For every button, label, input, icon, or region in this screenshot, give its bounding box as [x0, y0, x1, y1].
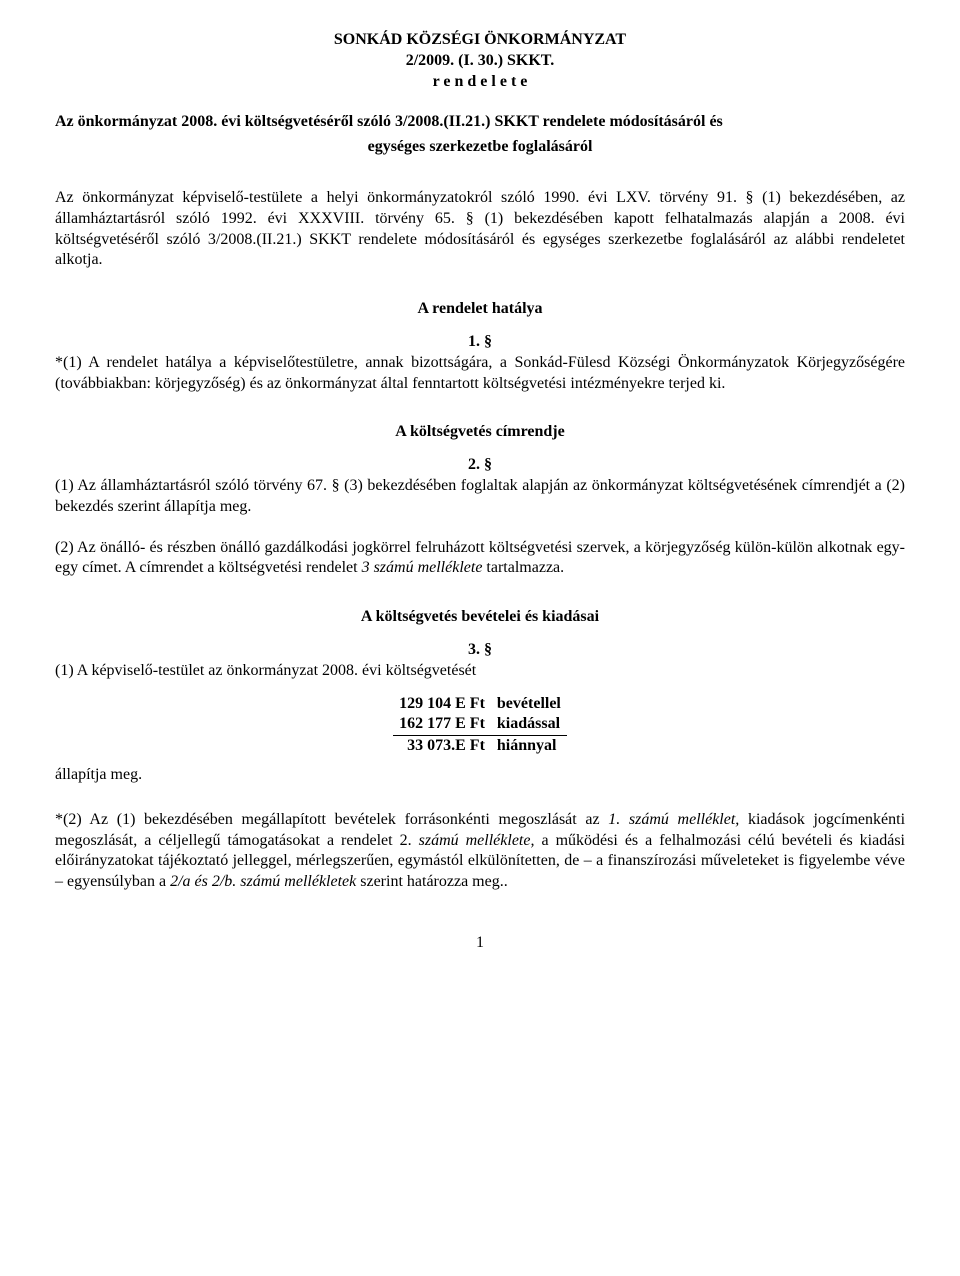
header-line2: 2/2009. (I. 30.) SKKT. [55, 51, 905, 72]
budget-row-expense: 162 177 E Ft kiadással [393, 714, 567, 735]
budget-revenue-amount: 129 104 E Ft [393, 694, 491, 715]
header-line1: SONKÁD KÖZSÉGI ÖNKORMÁNYZAT [55, 30, 905, 51]
section3-heading: A költségvetés bevételei és kiadásai [55, 607, 905, 628]
header-line3: r e n d e l e t e [55, 72, 905, 93]
section2-para1: (1) Az államháztartásról szóló törvény 6… [55, 476, 905, 518]
section3-para2-it1: 1. számú melléklet, [608, 811, 739, 828]
section2-para2-italic: 3 számú melléklete [362, 559, 483, 576]
section2-heading: A költségvetés címrendje [55, 422, 905, 443]
budget-expense-amount: 162 177 E Ft [393, 714, 491, 735]
section3-para2-a: *(2) Az (1) bekezdésében megállapított b… [55, 811, 608, 828]
budget-table: 129 104 E Ft bevétellel 162 177 E Ft kia… [393, 694, 567, 757]
section3-para2-d: szerint határozza meg.. [356, 873, 507, 890]
budget-expense-label: kiadással [491, 714, 567, 735]
section2-number: 2. § [55, 455, 905, 476]
section3-establishes: állapítja meg. [55, 765, 905, 786]
section1-heading: A rendelet hatálya [55, 299, 905, 320]
section3-number: 3. § [55, 640, 905, 661]
subtitle-line2: egységes szerkezetbe foglalásáról [55, 137, 905, 158]
section3-para2-it3: 2/a és 2/b. számú mellékletek [170, 873, 356, 890]
section1-number: 1. § [55, 332, 905, 353]
budget-row-revenue: 129 104 E Ft bevétellel [393, 694, 567, 715]
section3-para2-it2: számú melléklete, [419, 832, 535, 849]
preamble: Az önkormányzat képviselő-testülete a he… [55, 188, 905, 271]
budget-row-deficit: 33 073.E Ft hiánnyal [393, 736, 567, 757]
budget-deficit-amount: 33 073.E Ft [393, 736, 491, 757]
section3-para2: *(2) Az (1) bekezdésében megállapított b… [55, 810, 905, 893]
budget-deficit-label: hiánnyal [491, 736, 567, 757]
section2-para2: (2) Az önálló- és részben önálló gazdálk… [55, 538, 905, 580]
section3-line1: (1) A képviselő-testület az önkormányzat… [55, 661, 905, 682]
section1-text: *(1) A rendelet hatálya a képviselőtestü… [55, 353, 905, 395]
section2-para2-b: tartalmazza. [482, 559, 564, 576]
page-number: 1 [55, 933, 905, 954]
budget-revenue-label: bevétellel [491, 694, 567, 715]
subtitle-line1: Az önkormányzat 2008. évi költségvetésér… [55, 112, 905, 133]
